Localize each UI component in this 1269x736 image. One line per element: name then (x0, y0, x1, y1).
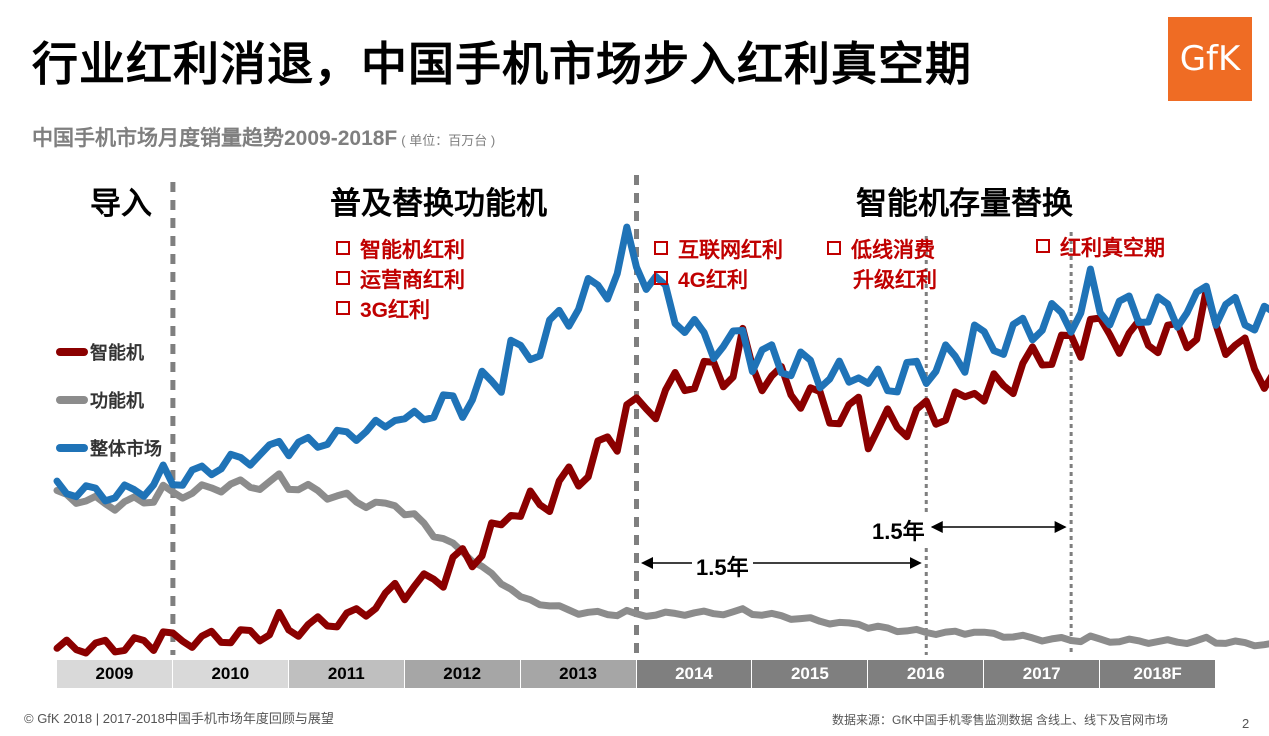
series-line-1 (53, 470, 1269, 650)
year-tick-2010: 2010 (172, 660, 289, 688)
driver-item: 运营商红利 (336, 266, 465, 296)
year-tick-2015: 2015 (752, 660, 869, 688)
checkbox-icon (654, 271, 668, 285)
checkbox-icon (654, 241, 668, 255)
driver-item: 3G红利 (336, 296, 465, 326)
phase-smart: 智能机存量替换 (856, 186, 1073, 221)
page-title: 行业红利消退，中国手机市场步入红利真空期 (32, 38, 972, 90)
legend-total: 整体市场 (56, 435, 162, 461)
unit-label: ( 单位：百万台 ) (401, 133, 496, 148)
driver-item: 4G红利 (654, 266, 783, 296)
driver-item: 升级红利 (853, 269, 937, 292)
legend-swatch (56, 444, 88, 452)
page-number: 2 (1242, 716, 1250, 731)
driver-item: 红利真空期 (1036, 234, 1165, 264)
legend-swatch (56, 348, 88, 356)
phase-feature: 普及替换功能机 (330, 186, 547, 221)
driver-group-2: 互联网红利 4G红利 (654, 236, 783, 296)
year-tick-2011: 2011 (288, 660, 405, 688)
checkbox-icon (1036, 239, 1050, 253)
driver-item: 互联网红利 (654, 236, 783, 266)
year-tick-2017: 2017 (984, 660, 1101, 688)
legend-featurephone: 功能机 (56, 387, 144, 413)
series-layer (53, 223, 1269, 657)
driver-item: 低线消费 (827, 236, 937, 266)
driver-group-3: 低线消费 升级红利 (827, 236, 937, 296)
gap-arrows (641, 521, 1067, 569)
year-tick-2018F: 2018F (1100, 660, 1217, 688)
year-tick-2009: 2009 (57, 660, 173, 688)
checkbox-icon (336, 241, 350, 255)
year-tick-2016: 2016 (868, 660, 985, 688)
checkbox-icon (827, 241, 841, 255)
driver-group-4: 红利真空期 (1036, 234, 1165, 264)
chart-subtitle: 中国手机市场月度销量趋势2009-2018F( 单位：百万台 ) (32, 122, 495, 152)
year-axis: 2009 2010 2011 2012 2013 2014 2015 2016 2017 2018… (57, 660, 1217, 688)
year-tick-2014: 2014 (636, 660, 753, 688)
gfk-logo: GfK (1168, 17, 1252, 101)
series-line-0 (53, 285, 1269, 657)
phase-intro: 导入 (90, 186, 152, 221)
checkbox-icon (336, 271, 350, 285)
checkbox-icon (336, 301, 350, 315)
year-tick-2013: 2013 (520, 660, 637, 688)
series-line-2 (53, 223, 1269, 505)
driver-group-1: 智能机红利 运营商红利 3G红利 (336, 236, 465, 326)
copyright-footer: © GfK 2018 | 2017-2018中国手机市场年度回顾与展望 (24, 711, 334, 726)
gap-label-2: 1.5年 (868, 514, 929, 546)
driver-item: 智能机红利 (336, 236, 465, 266)
legend-smartphone: 智能机 (56, 339, 144, 365)
year-tick-2012: 2012 (404, 660, 521, 688)
legend-swatch (56, 396, 88, 404)
gap-label-1: 1.5年 (692, 550, 753, 582)
source-footer: 数据来源：GfK中国手机零售监测数据 含线上、线下及官网市场 (832, 713, 1169, 727)
chart-subtitle-text: 中国手机市场月度销量趋势2009-2018F (32, 127, 398, 150)
